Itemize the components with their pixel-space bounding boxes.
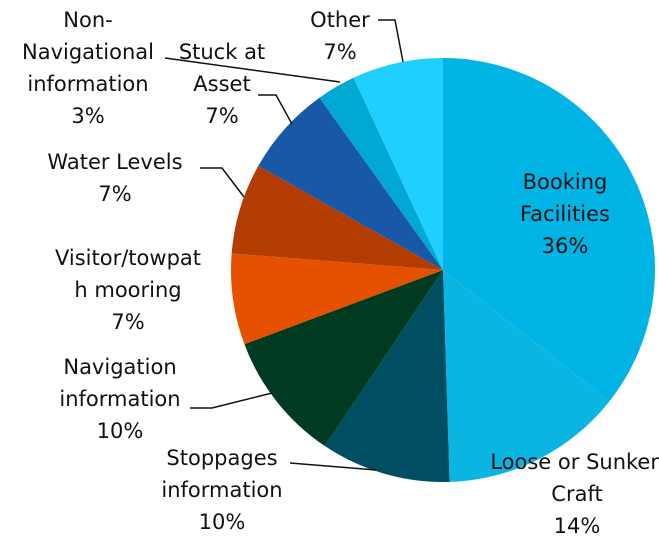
slice-label: Visitor/towpath mooring 7%: [53, 242, 203, 338]
category-name: Non-Navigational information: [22, 8, 154, 96]
pie-slice: [353, 58, 443, 270]
pie-slice: [319, 77, 443, 271]
category-name: Other: [310, 8, 370, 32]
slice-label: Non-Navigational information 3%: [3, 4, 173, 132]
percent-label: 10%: [198, 510, 246, 534]
pie-slice: [258, 97, 443, 270]
slice-label: Stuck at Asset 7%: [162, 36, 282, 132]
percent-label: 3%: [71, 104, 105, 128]
slice-label: Water Levels 7%: [20, 146, 210, 210]
category-name: Visitor/towpath mooring: [55, 246, 201, 302]
leader-line: [258, 94, 293, 125]
slice-label: Navigation information 10%: [40, 351, 200, 447]
category-name: Stuck at Asset: [178, 40, 266, 96]
category-name: Stoppages information: [161, 446, 283, 502]
category-name: Water Levels: [47, 150, 183, 174]
pie-slice: [231, 165, 443, 270]
slice-label: Booking Facilities 36%: [495, 166, 635, 262]
percent-label: 7%: [98, 182, 132, 206]
percent-label: 7%: [323, 40, 357, 64]
pie-slice: [443, 270, 610, 482]
pie-slice: [443, 58, 655, 402]
category-name: Navigation information: [59, 355, 181, 411]
slice-label: Stoppages information 10%: [147, 442, 297, 538]
category-name: Loose or Sunken Craft: [490, 450, 659, 506]
percent-label: 7%: [205, 104, 239, 128]
leader-line: [200, 167, 245, 198]
percent-label: 36%: [541, 234, 589, 258]
slice-label: Other 7%: [290, 4, 390, 68]
pie-slice: [244, 270, 443, 447]
leader-line: [164, 57, 341, 83]
category-name: Booking Facilities: [520, 170, 610, 226]
leader-line: [190, 392, 273, 409]
percent-label: 7%: [111, 310, 145, 334]
leader-line: [289, 462, 377, 471]
pie-slice: [231, 253, 443, 345]
leader-line: [378, 19, 404, 63]
percent-label: 10%: [96, 419, 144, 443]
percent-label: 14%: [553, 514, 601, 538]
slice-label: Loose or Sunken Craft 14%: [487, 446, 659, 542]
pie-slice: [324, 270, 450, 482]
